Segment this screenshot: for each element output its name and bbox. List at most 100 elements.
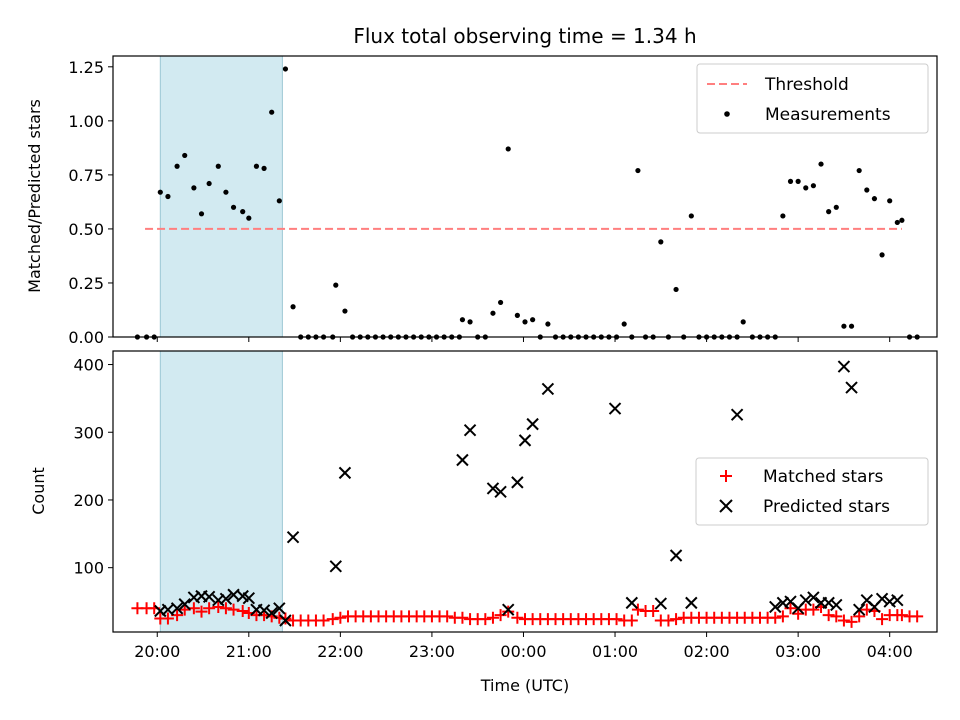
measurement-point <box>490 310 496 316</box>
measurement-point <box>894 219 900 226</box>
matched-star-marker <box>784 602 797 615</box>
matched-star-marker <box>776 610 789 623</box>
predicted-star-marker <box>257 604 271 617</box>
predicted-star-marker <box>669 549 683 562</box>
matched-star-marker <box>195 605 208 618</box>
predicted-star-marker <box>769 600 782 614</box>
matched-star-marker <box>610 613 623 626</box>
matched-star-marker <box>502 605 515 618</box>
measurement-point <box>497 299 504 306</box>
y-tick-label: 0.00 <box>68 328 104 347</box>
measurement-point <box>795 178 801 184</box>
measurement-point <box>673 286 679 293</box>
measurement-point <box>621 321 627 327</box>
matched-star-marker <box>456 611 469 624</box>
count-legend: Matched stars Predicted stars <box>695 457 929 526</box>
predicted-star-marker <box>822 596 835 610</box>
measurement-point <box>333 282 339 288</box>
matched-star-marker <box>837 614 850 627</box>
measurement-point <box>803 185 809 191</box>
measurement-point <box>276 198 282 204</box>
measurement-point <box>467 319 473 325</box>
matched-star-marker <box>631 603 644 616</box>
x-tick-label: 23:00 <box>409 642 455 661</box>
predicted-star-marker <box>730 408 744 421</box>
matched-stars-points <box>131 600 924 628</box>
matched-star-marker <box>769 611 782 624</box>
count-legend-box <box>695 457 929 526</box>
observing-interval-shade-bottom <box>159 350 283 633</box>
matched-star-marker <box>178 603 191 616</box>
predicted-star-marker <box>279 614 292 627</box>
measurement-point <box>459 317 466 323</box>
predicted-star-marker <box>502 603 515 616</box>
ratio-y-axis: 0.00 0.25 0.50 0.75 1.00 1.25 <box>68 58 113 347</box>
predicted-star-marker <box>242 591 256 605</box>
measurement-point <box>826 209 832 215</box>
y-tick-label: 200 <box>73 491 104 510</box>
ratio-y-axis-label: Matched/Predicted stars <box>25 99 44 293</box>
matched-star-marker <box>441 610 454 623</box>
matched-star-marker <box>662 614 675 627</box>
matched-star-marker <box>334 611 347 624</box>
predicted-star-marker <box>463 424 477 437</box>
y-tick-label: 1.00 <box>68 112 104 131</box>
predicted-star-marker <box>608 402 622 415</box>
predicted-star-marker <box>265 606 278 620</box>
matched-star-marker <box>203 602 216 615</box>
predicted-star-marker <box>837 360 851 373</box>
legend-measurements-swatch <box>724 111 730 117</box>
figure-title: Flux total observing time = 1.34 h <box>353 24 696 48</box>
measurement-point <box>818 161 824 167</box>
measurement-point <box>856 167 862 174</box>
measurement-point <box>240 209 246 215</box>
count-panel-frame <box>112 350 938 633</box>
measurement-point <box>810 183 817 189</box>
predicted-star-marker <box>518 434 532 447</box>
ratio-x-ticks <box>156 337 891 342</box>
predicted-star-marker <box>329 560 342 573</box>
matched-star-marker <box>895 609 908 622</box>
predicted-star-marker <box>654 597 668 610</box>
predicted-star-marker <box>875 592 889 606</box>
measurement-point <box>530 317 536 323</box>
predicted-star-marker <box>541 382 555 396</box>
predicted-star-marker <box>511 476 524 489</box>
matched-star-marker <box>807 603 820 616</box>
predicted-star-marker <box>625 596 639 610</box>
predicted-star-marker <box>178 598 191 611</box>
measurement-point <box>206 180 212 187</box>
predicted-star-marker <box>526 417 539 431</box>
time-x-axis: 20:00 21:00 22:00 23:00 00:00 01:00 02:00 03:00… <box>134 632 913 661</box>
matched-star-marker <box>911 610 924 623</box>
matched-star-marker <box>219 602 232 615</box>
x-tick-label: 00:00 <box>500 642 546 661</box>
matched-star-marker <box>792 607 805 620</box>
measurement-point <box>342 308 348 314</box>
ratio-legend-box <box>696 63 929 134</box>
matched-star-marker <box>647 605 660 618</box>
y-tick-label: 0.25 <box>68 274 104 293</box>
measurement-point <box>253 163 260 169</box>
measurement-point <box>658 239 664 245</box>
matched-star-marker <box>845 615 858 628</box>
x-tick-label: 04:00 <box>867 642 913 661</box>
legend-predicted-label: Predicted stars <box>763 497 890 517</box>
measurement-point <box>230 204 237 210</box>
matched-star-marker <box>670 613 683 626</box>
measurement-point <box>174 163 180 169</box>
measurement-point <box>182 152 188 159</box>
measurement-point <box>848 323 855 329</box>
matched-star-marker <box>279 612 292 625</box>
measurement-point <box>165 193 171 200</box>
measurement-point <box>864 187 870 193</box>
matched-star-marker <box>161 612 174 625</box>
predicted-star-marker <box>845 381 858 394</box>
observing-interval-shade <box>159 55 283 338</box>
legend-threshold-label: Threshold <box>764 75 849 95</box>
measurement-point <box>269 109 275 115</box>
ratio-legend: Threshold Measurements <box>696 63 929 134</box>
measurement-point <box>879 252 885 258</box>
measurement-point <box>514 312 520 318</box>
